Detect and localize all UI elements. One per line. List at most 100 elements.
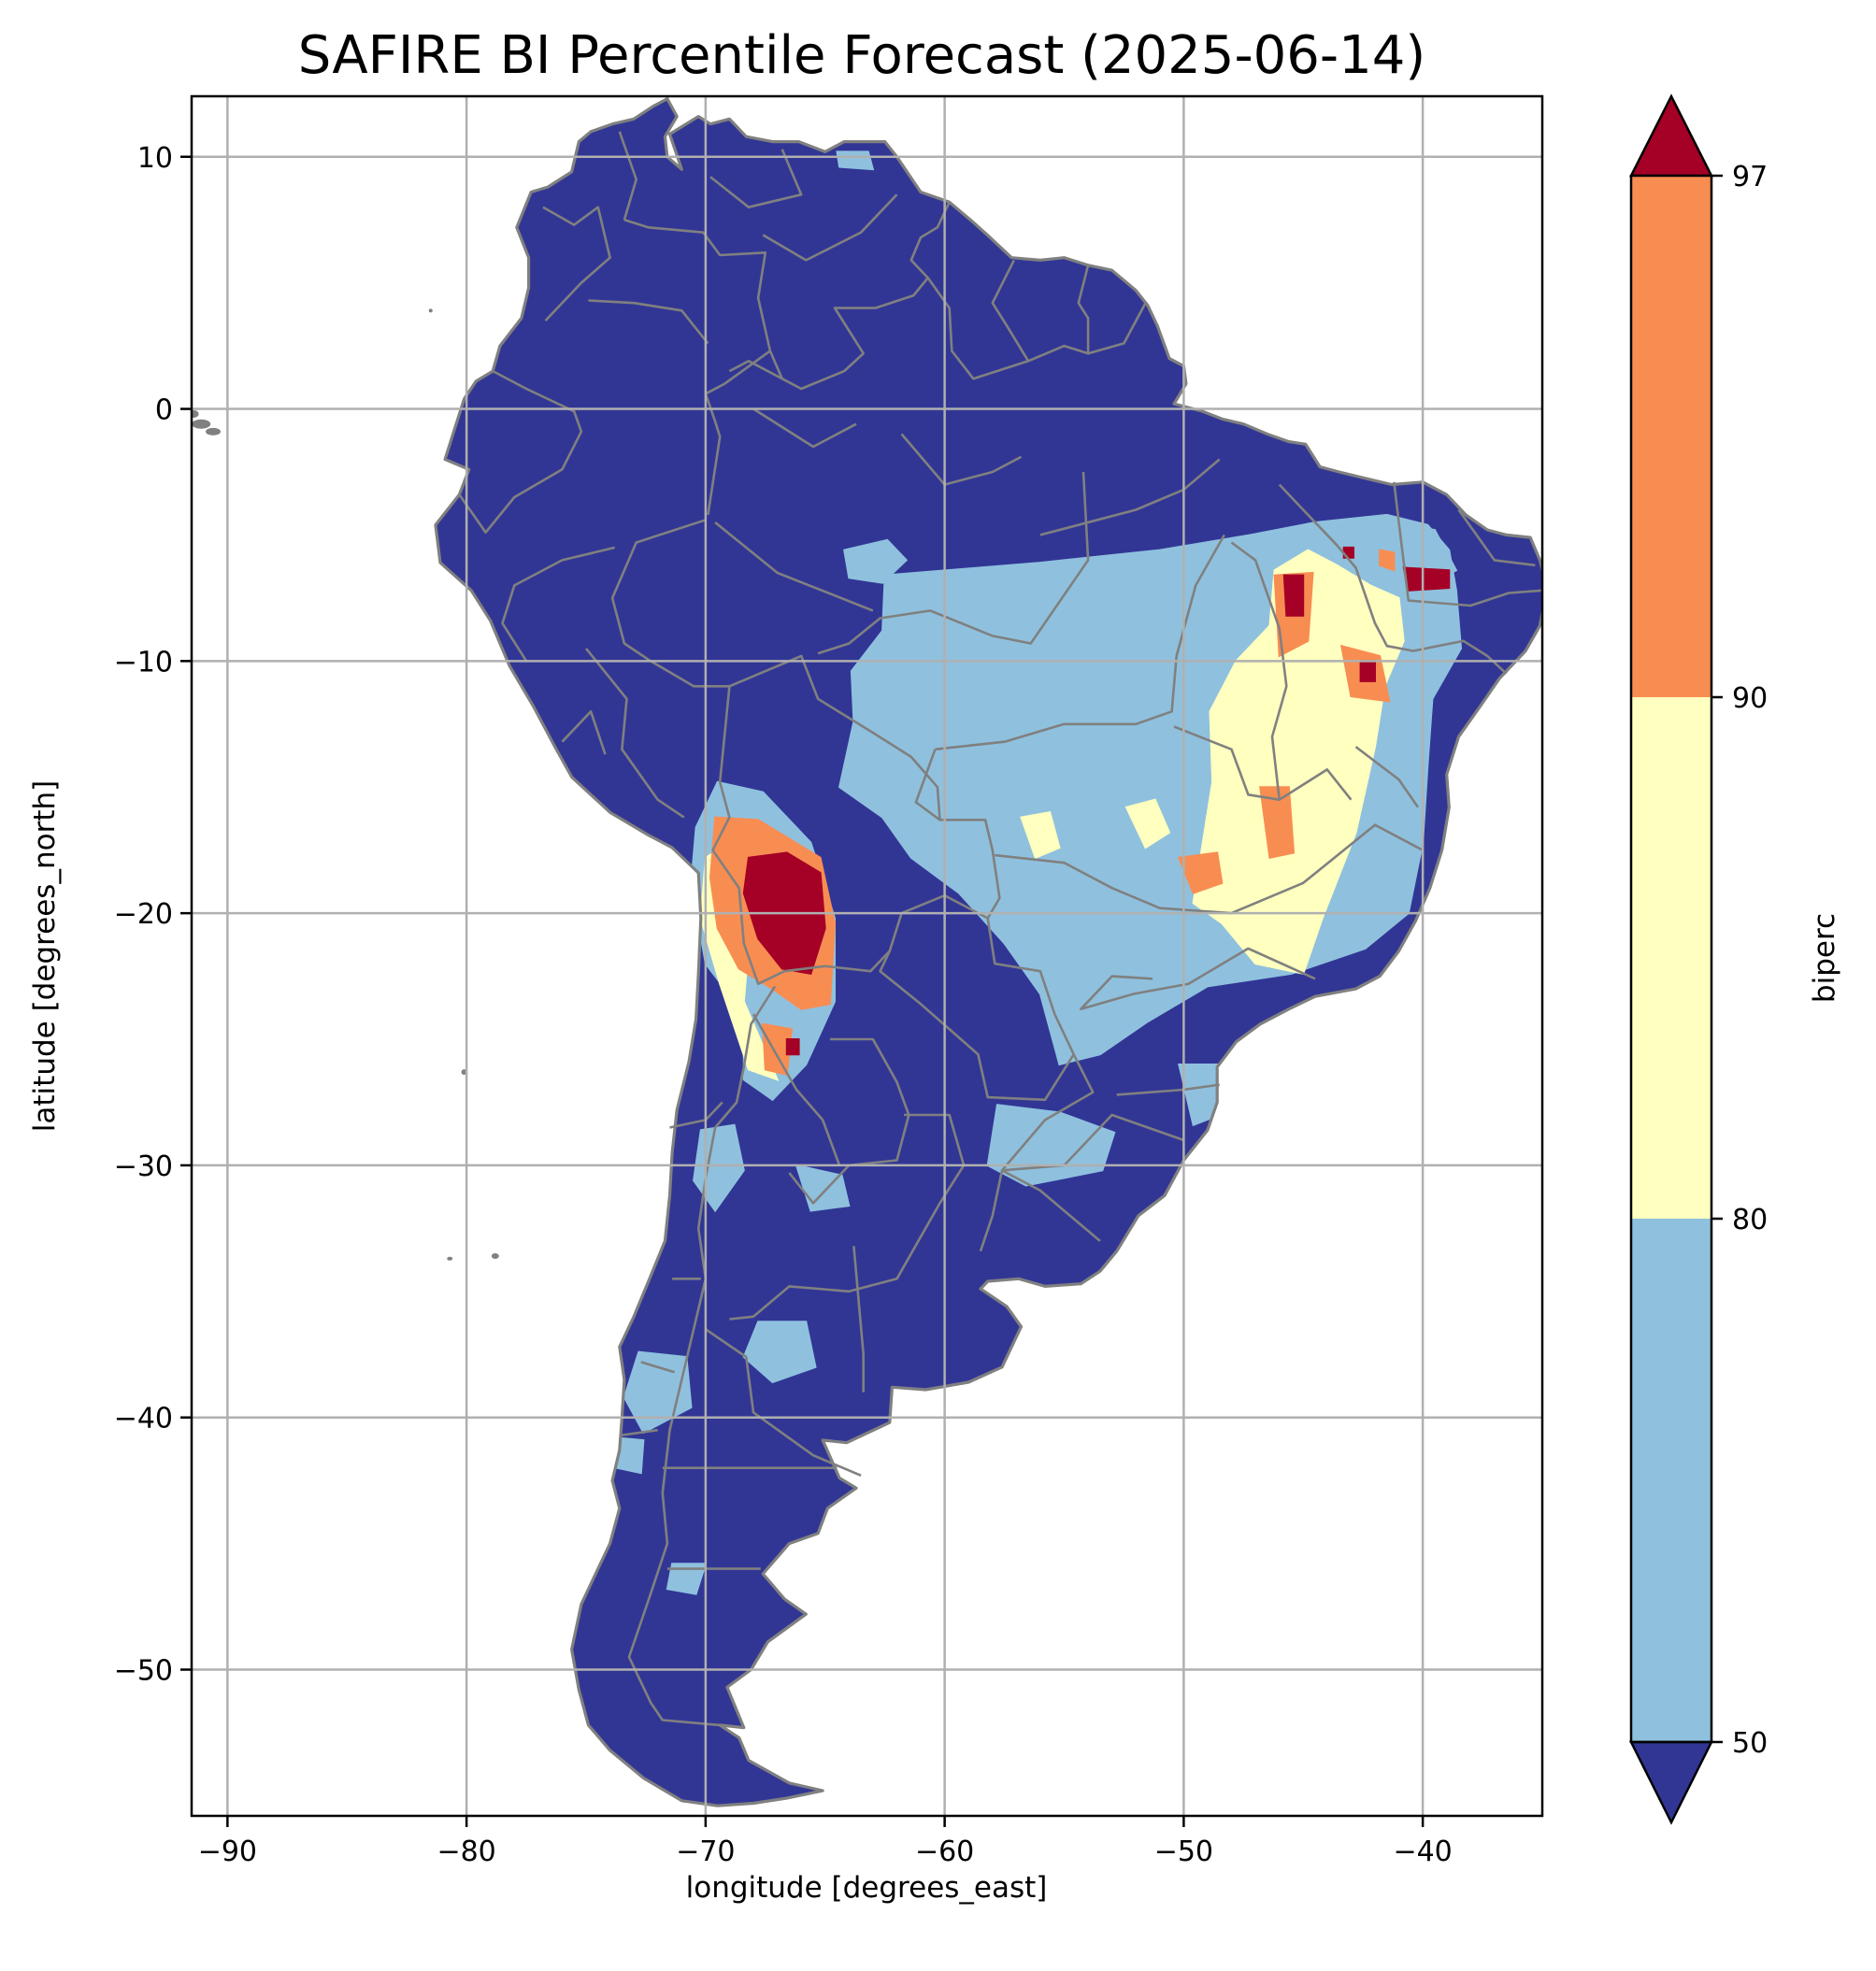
admin-border-45 — [709, 149, 803, 208]
region-80-90-mato-grosso — [1020, 811, 1061, 860]
admin-borders — [458, 131, 1542, 1727]
admin-border-36 — [561, 710, 607, 755]
admin-border-13 — [935, 534, 1225, 751]
gridlines — [192, 96, 1542, 1816]
colorbar-frame — [1629, 174, 1713, 1744]
admin-border-26 — [1001, 1113, 1184, 1172]
admin-border-12 — [1077, 264, 1090, 354]
coastline — [434, 97, 1542, 1807]
island-0 — [192, 419, 211, 429]
admin-border-40 — [622, 1428, 658, 1436]
admin-border-19 — [1173, 725, 1353, 801]
admin-border-34 — [501, 546, 616, 662]
colorbar: 50 80 90 97 biperc — [1628, 93, 1841, 1825]
admin-border-9 — [728, 201, 951, 391]
colorbar-tick-label: 50 — [1732, 1727, 1768, 1760]
chart-title: SAFIRE BI Percentile Forecast (2025-06-1… — [298, 25, 1425, 86]
y-axis-label: latitude [degrees_north] — [28, 780, 62, 1132]
region-50-80-neuquen — [742, 1321, 817, 1384]
land-area — [435, 98, 1542, 1807]
colorbar-tick-label: 90 — [1732, 682, 1768, 715]
admin-border-7 — [458, 369, 583, 534]
admin-border-16 — [914, 749, 941, 821]
y-tick-label: −50 — [114, 1655, 173, 1688]
axes-frame — [190, 94, 1544, 1818]
x-tick-label: −80 — [437, 1835, 495, 1868]
admin-border-8 — [704, 350, 771, 516]
y-tick-label: −40 — [114, 1403, 173, 1435]
region-above-97-bahia — [1359, 660, 1376, 682]
admin-border-5 — [879, 950, 1075, 1102]
x-tick-label: −60 — [915, 1835, 974, 1868]
admin-border-21 — [1278, 483, 1508, 675]
colorbar-band-50-80 — [1631, 1219, 1711, 1742]
y-tick-label: −30 — [114, 1150, 173, 1183]
admin-border-22 — [1393, 481, 1542, 607]
region-80-90-goias — [1124, 798, 1171, 850]
region-above-97-ceara — [1402, 566, 1451, 592]
x-tick-label: −50 — [1154, 1835, 1213, 1868]
admin-border-43 — [588, 299, 709, 345]
island-2 — [192, 409, 199, 418]
y-tick-label: 0 — [155, 394, 173, 427]
admin-border-47 — [900, 433, 1023, 486]
colorbar-tick-label: 97 — [1732, 161, 1768, 193]
colorbar-band-80-90 — [1631, 697, 1711, 1219]
admin-border-31 — [705, 1328, 862, 1477]
map-axes: −90 −80 −70 −60 −50 −40 10 0 −10 −20 −30 −40 −50 — [114, 94, 1544, 1868]
colorbar-label: biperc — [1808, 913, 1841, 1003]
islands — [192, 308, 499, 1261]
x-tick-label: −90 — [198, 1835, 257, 1868]
colorbar-ticks: 50 80 90 97 — [1711, 161, 1768, 1760]
admin-border-28 — [752, 1013, 841, 1166]
admin-border-44 — [762, 193, 898, 262]
admin-border-27 — [788, 1037, 910, 1205]
region-50-80-guiana — [836, 150, 875, 171]
admin-border-42 — [618, 131, 637, 221]
admin-border-24 — [1354, 746, 1420, 808]
admin-border-17 — [995, 823, 1424, 915]
admin-border-35 — [584, 648, 685, 819]
admin-border-39 — [640, 1361, 675, 1374]
hazard-fields — [613, 150, 1463, 1595]
region-50-80-west-amazon — [843, 538, 909, 584]
x-axis-ticks: −90 −80 −70 −60 −50 −40 — [198, 1816, 1453, 1868]
admin-border-30 — [852, 1246, 865, 1393]
island-1 — [206, 427, 222, 436]
y-tick-label: −10 — [114, 646, 173, 678]
admin-border-46 — [1039, 458, 1221, 536]
admin-border-6 — [979, 1170, 1004, 1252]
island-6 — [428, 308, 433, 313]
island-4 — [491, 1253, 499, 1260]
admin-border-20 — [1230, 541, 1288, 800]
colorbar-tick-label: 80 — [1732, 1204, 1768, 1236]
colorbar-band-90-97 — [1631, 176, 1711, 697]
region-90-97-minas — [1259, 786, 1296, 860]
region-50-80-santa-cruz — [666, 1563, 708, 1595]
y-axis-ticks: 10 0 −10 −20 −30 −40 −50 — [114, 142, 192, 1688]
admin-border-29 — [729, 1113, 966, 1321]
admin-border-14 — [817, 471, 1090, 655]
admin-border-48 — [752, 407, 857, 449]
admin-border-41 — [542, 206, 611, 321]
admin-border-11 — [991, 259, 1030, 362]
x-axis-label: longitude [degrees_east] — [686, 1871, 1048, 1905]
admin-border-4 — [986, 918, 1101, 1242]
admin-border-15 — [714, 521, 874, 612]
island-5 — [447, 1256, 453, 1261]
land-fill — [192, 97, 1542, 1807]
y-tick-label: −20 — [114, 898, 173, 931]
admin-border-23 — [1457, 508, 1536, 567]
x-tick-label: −70 — [676, 1835, 735, 1868]
admin-border-0 — [623, 218, 783, 379]
region-above-97-rioja — [785, 1038, 800, 1056]
admin-border-2 — [711, 686, 989, 985]
y-tick-label: 10 — [137, 142, 173, 175]
admin-border-1 — [610, 519, 1001, 920]
x-tick-label: −40 — [1393, 1835, 1452, 1868]
admin-border-3 — [627, 985, 777, 1727]
region-90-97-goias — [1177, 851, 1224, 894]
region-90-97-ceara — [1379, 549, 1396, 572]
admin-border-18 — [1080, 947, 1316, 1010]
